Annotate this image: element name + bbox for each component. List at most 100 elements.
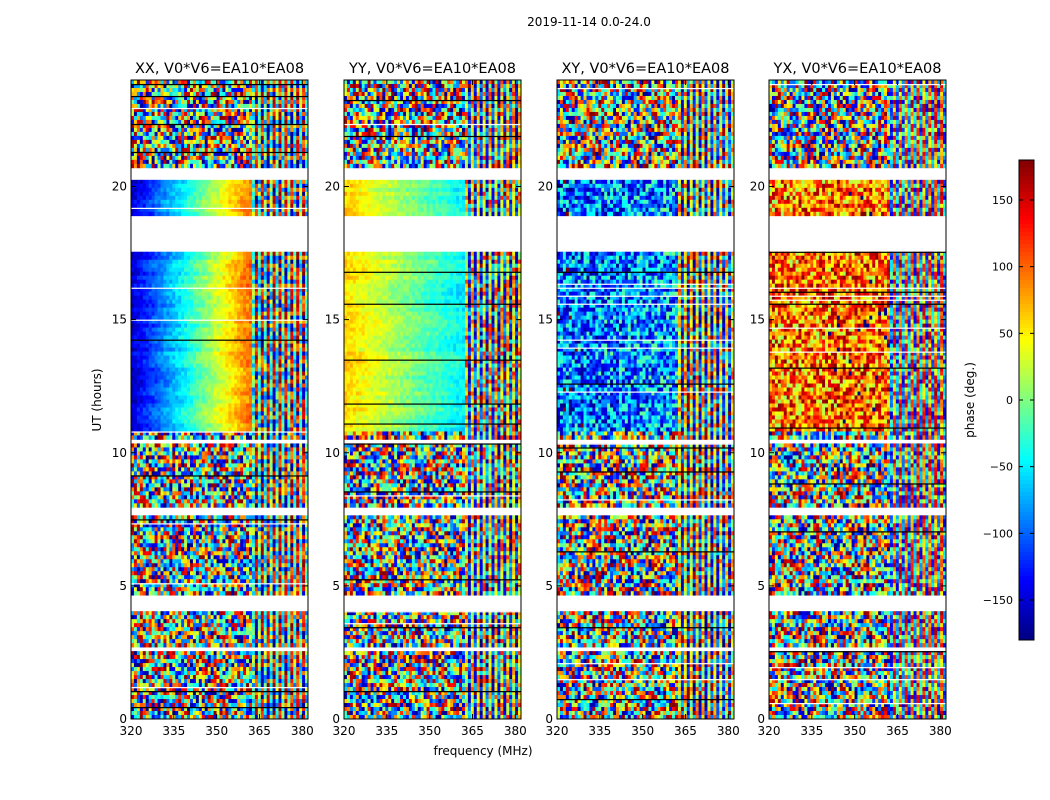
heatmap-cell <box>246 87 250 93</box>
heatmap-cell <box>302 367 306 372</box>
heatmap-cell <box>201 143 206 149</box>
heatmap-cell <box>269 355 273 360</box>
heatmap-cell <box>260 263 265 269</box>
heatmap-cell <box>263 99 268 105</box>
heatmap-cell <box>272 263 276 269</box>
heatmap-cell <box>284 279 288 285</box>
heatmap-cell <box>251 135 256 141</box>
heatmap-cell <box>184 255 188 261</box>
heatmap-cell <box>181 375 185 380</box>
heatmap-cell <box>187 411 191 416</box>
heatmap-cell <box>281 211 285 217</box>
heatmap-cell <box>284 359 288 364</box>
heatmap-cell <box>169 135 173 141</box>
heatmap-cell <box>166 203 170 209</box>
heatmap-cell <box>187 447 191 452</box>
heatmap-cell <box>207 355 211 360</box>
heatmap-cell <box>213 87 217 93</box>
heatmap-cell <box>192 139 197 145</box>
heatmap-cell <box>225 127 229 133</box>
heatmap-cell <box>204 451 209 456</box>
heatmap-cell <box>231 99 235 105</box>
heatmap-cell <box>142 347 147 352</box>
heatmap-cell <box>151 271 155 277</box>
heatmap-cell <box>175 283 179 289</box>
heatmap-cell <box>260 191 265 197</box>
heatmap-cell <box>178 391 182 396</box>
heatmap-cell <box>240 287 244 293</box>
heatmap-cell <box>296 83 300 89</box>
heatmap-cell <box>142 135 147 141</box>
heatmap-cell <box>284 207 288 213</box>
heatmap-cell <box>299 391 303 396</box>
heatmap-cell <box>207 179 211 185</box>
heatmap-cell <box>296 419 300 424</box>
heatmap-cell <box>157 163 161 169</box>
heatmap-cell <box>181 191 185 197</box>
heatmap-cell <box>234 275 238 281</box>
heatmap-cell <box>278 459 282 464</box>
heatmap-cell <box>142 443 147 448</box>
heatmap-cell <box>257 119 262 125</box>
heatmap-cell <box>131 159 135 165</box>
heatmap-cell <box>142 191 147 197</box>
heatmap-cell <box>201 443 206 448</box>
heatmap-cell <box>299 271 303 277</box>
heatmap-cell <box>172 435 176 440</box>
heatmap-cell <box>260 347 265 352</box>
heatmap-cell <box>293 335 297 340</box>
heatmap-cell <box>201 451 206 456</box>
heatmap-cell <box>243 423 247 428</box>
heatmap-cell <box>139 447 144 452</box>
heatmap-cell <box>201 303 206 308</box>
heatmap-cell <box>219 267 223 273</box>
heatmap-cell <box>145 423 150 428</box>
heatmap-cell <box>287 371 291 376</box>
heatmap-cell <box>216 251 220 257</box>
heatmap-cell <box>192 143 197 149</box>
heatmap-cell <box>154 295 158 300</box>
heatmap-cell <box>187 291 191 297</box>
heatmap-cell <box>305 319 308 324</box>
heatmap-cell <box>213 303 217 308</box>
heatmap-cell <box>142 163 147 169</box>
heatmap-cell <box>266 395 270 400</box>
heatmap-cell <box>190 187 194 193</box>
heatmap-cell <box>192 411 197 416</box>
heatmap-cell <box>293 83 297 89</box>
heatmap-cell <box>257 383 262 388</box>
heatmap-cell <box>190 139 194 145</box>
heatmap-cell <box>181 387 185 392</box>
heatmap-cell <box>154 143 158 149</box>
heatmap-cell <box>184 203 188 209</box>
figure-suptitle: 2019-11-14 0.0-24.0 <box>527 15 651 29</box>
heatmap-cell <box>243 315 247 320</box>
heatmap-cell <box>243 211 247 217</box>
heatmap-cell <box>246 115 250 121</box>
heatmap-cell <box>266 195 270 201</box>
heatmap-cell <box>219 135 223 141</box>
heatmap-cell <box>219 363 223 368</box>
heatmap-cell <box>157 95 161 101</box>
heatmap-cell <box>131 351 135 356</box>
heatmap-cell <box>133 155 138 161</box>
heatmap-cell <box>266 375 270 380</box>
heatmap-cell <box>222 287 226 293</box>
heatmap-cell <box>228 111 232 117</box>
heatmap-cell <box>257 115 262 121</box>
heatmap-cell <box>216 143 220 149</box>
heatmap-cell <box>251 355 256 360</box>
heatmap-cell <box>281 367 285 372</box>
heatmap-cell <box>204 159 209 165</box>
heatmap-cell <box>175 311 179 316</box>
heatmap-cell <box>228 271 232 277</box>
heatmap-cell <box>257 399 262 404</box>
heatmap-cell <box>136 355 141 360</box>
heatmap-cell <box>219 355 223 360</box>
heatmap-cell <box>278 351 282 356</box>
heatmap-cell <box>201 331 206 336</box>
heatmap-cell <box>195 303 200 308</box>
heatmap-cell <box>243 271 247 277</box>
heatmap-cell <box>231 435 235 440</box>
heatmap-cell <box>192 351 197 356</box>
